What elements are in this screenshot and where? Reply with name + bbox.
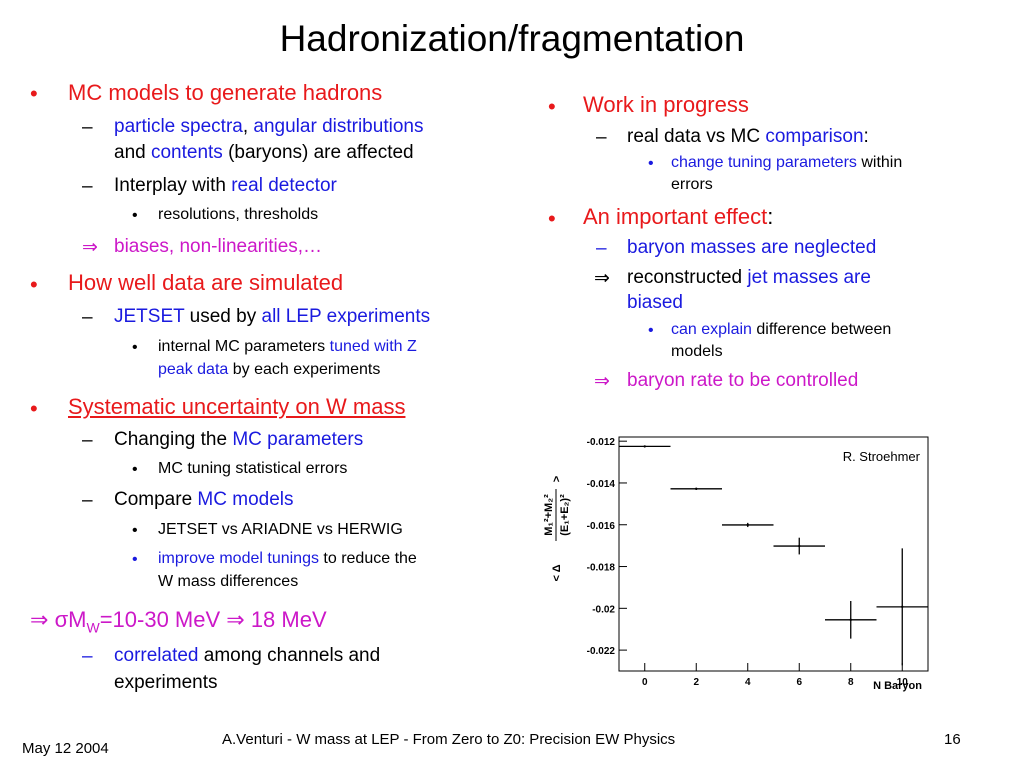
bullet-icon: • <box>30 272 38 297</box>
y-axis-label: < Δ M₁²+M₂² (E₁+E₂)² > <box>543 476 571 582</box>
y-tick-label: -0.014 <box>587 479 616 490</box>
dash-icon: – <box>82 646 93 667</box>
sub-sub-bullet-resolutions: resolutions, thresholds <box>158 206 319 223</box>
implies-icon: ⇒ <box>594 268 610 289</box>
y-tick-label: -0.02 <box>592 604 615 615</box>
bullet-important-effect: An important effect: <box>583 204 774 229</box>
bullet-icon: • <box>548 94 556 119</box>
plot-frame <box>618 436 929 672</box>
y-tick-label: -0.022 <box>587 646 616 657</box>
sub-bullet-real-vs-mc: real data vs MC comparison: <box>627 126 869 147</box>
bullet-icon: • <box>132 207 138 224</box>
sub-sub-bullet-can-explain: can explain difference between <box>671 321 892 338</box>
footer-date: May 12 2004 <box>22 740 109 757</box>
data-point <box>901 605 904 609</box>
bullet-icon: • <box>548 206 556 231</box>
bullet-work-in-progress: Work in progress <box>583 92 749 117</box>
x-tick-label: 8 <box>848 677 854 688</box>
y-label-numerator: M₁²+M₂² <box>543 494 555 536</box>
data-point <box>798 544 801 548</box>
data-point <box>643 445 646 448</box>
implies-icon: ⇒ <box>82 237 98 258</box>
implication-baryon-rate: baryon rate to be controlled <box>627 370 859 391</box>
x-tick-label: 6 <box>796 677 802 688</box>
sub-bullet-interplay: Interplay with real detector <box>114 175 337 196</box>
sub-sub-bullet-improve-tunings-line2: W mass differences <box>158 573 299 590</box>
data-point <box>849 618 852 622</box>
sub-bullet-particle-spectra: particle spectra, angular distributions <box>114 116 424 137</box>
dash-icon: – <box>596 127 607 148</box>
sub-sub-bullet-generators: JETSET vs ARIADNE vs HERWIG <box>158 521 403 538</box>
bullet-icon: • <box>132 551 138 568</box>
sub-bullet-correlated-line2: experiments <box>114 672 218 693</box>
sub-bullet-jetset: JETSET used by all LEP experiments <box>114 306 431 327</box>
dash-icon: – <box>82 117 93 138</box>
dash-icon: – <box>82 307 93 328</box>
sub-bullet-correlated: correlated among channels and <box>114 645 381 666</box>
x-tick-label: 2 <box>693 677 699 688</box>
implies-icon: ⇒ <box>594 371 610 392</box>
dash-icon: – <box>596 238 607 259</box>
sub-sub-bullet-can-explain-line2: models <box>671 343 723 360</box>
slide-title: Hadronization/fragmentation <box>279 18 745 59</box>
y-label-open: < Δ <box>551 564 563 581</box>
chart-annotation: R. Stroehmer <box>843 449 921 464</box>
bullet-icon: • <box>648 155 654 172</box>
baryon-chart: R. Stroehmer < Δ M₁²+M₂² (E₁+E₂)² > N Ba… <box>543 436 929 692</box>
result-sigma-mw: ⇒ σMW=10-30 MeV ⇒ 18 MeV <box>30 607 327 636</box>
bullet-mc-models: MC models to generate hadrons <box>68 80 383 105</box>
bullet-icon: • <box>132 339 138 356</box>
implication-reconstructed: reconstructed jet masses are <box>627 267 871 288</box>
sub-sub-bullet-internal-params: internal MC parameters tuned with Z <box>158 338 417 355</box>
sub-sub-bullet-change-tuning: change tuning parameters within <box>671 154 903 171</box>
y-tick-label: -0.012 <box>587 437 616 448</box>
bullet-icon: • <box>30 396 38 421</box>
sub-sub-bullet-change-tuning-line2: errors <box>671 176 713 193</box>
x-tick-label: 4 <box>745 677 751 688</box>
bullet-icon: • <box>132 522 138 539</box>
y-label-close: > <box>551 476 563 482</box>
data-point <box>746 523 749 527</box>
dash-icon: – <box>82 176 93 197</box>
y-tick-label: -0.018 <box>587 563 616 574</box>
sub-sub-bullet-internal-params-line2: peak data by each experiments <box>158 361 381 378</box>
sub-bullet-compare-models: Compare MC models <box>114 489 294 510</box>
data-point <box>695 487 698 491</box>
y-label-denominator: (E₁+E₂)² <box>559 494 571 536</box>
bullet-icon: • <box>132 461 138 478</box>
bullet-icon: • <box>30 81 38 106</box>
sub-bullet-changing-mc: Changing the MC parameters <box>114 429 364 450</box>
sub-sub-bullet-improve-tunings: improve model tunings to reduce the <box>158 550 417 567</box>
footer-title: A.Venturi - W mass at LEP - From Zero to… <box>222 731 676 748</box>
bullet-systematic-uncertainty: Systematic uncertainty on W mass <box>68 394 406 419</box>
sub-sub-bullet-tuning-errors: MC tuning statistical errors <box>158 460 348 477</box>
bullet-icon: • <box>648 322 654 339</box>
sub-bullet-baryon-masses: baryon masses are neglected <box>627 237 877 258</box>
dash-icon: – <box>82 490 93 511</box>
x-tick-label: 10 <box>897 677 909 688</box>
page-number: 16 <box>944 731 961 748</box>
bullet-data-simulated: How well data are simulated <box>68 270 344 295</box>
dash-icon: – <box>82 430 93 451</box>
implication-reconstructed-line2: biased <box>627 292 683 313</box>
y-tick-label: -0.016 <box>587 521 616 532</box>
x-tick-label: 0 <box>642 677 648 688</box>
x-axis-label: N Baryon <box>873 680 922 692</box>
implication-biases: biases, non-linearities,… <box>114 236 323 257</box>
sub-bullet-contents-line: and contents (baryons) are affected <box>114 142 414 163</box>
